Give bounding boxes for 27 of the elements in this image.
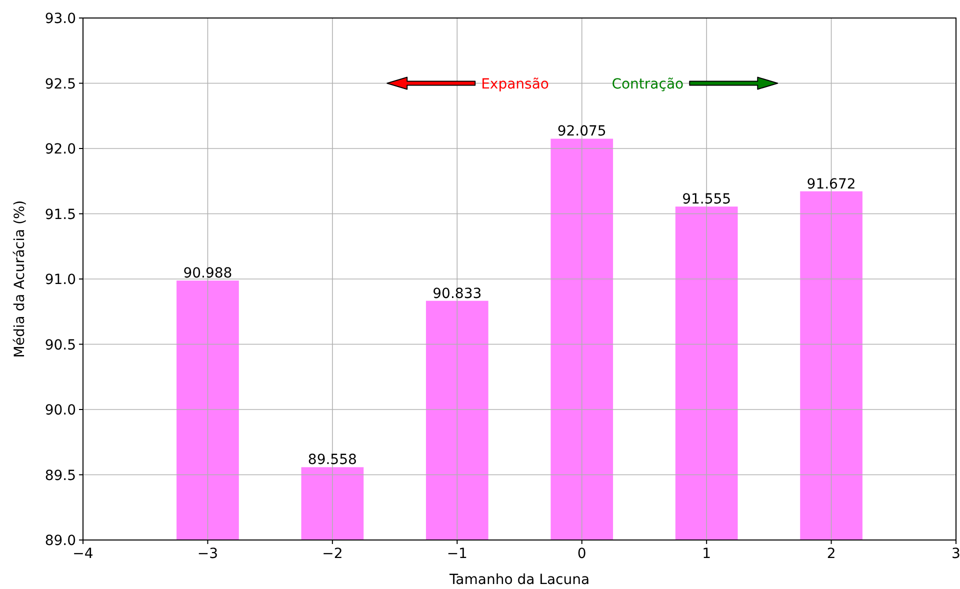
x-tick-label: 1 xyxy=(702,546,712,562)
x-tick-label: −3 xyxy=(197,546,218,562)
x-tick-label: −2 xyxy=(322,546,343,562)
x-tick-label: −4 xyxy=(72,546,94,562)
data-label: 92.075 xyxy=(557,124,606,140)
x-tick-label: 2 xyxy=(826,546,836,562)
y-tick-label: 93.0 xyxy=(44,11,76,27)
y-tick-label: 91.5 xyxy=(44,206,76,223)
annotation: Contração xyxy=(612,76,684,92)
y-tick-label: 91.0 xyxy=(44,272,76,288)
x-tick-label: 0 xyxy=(577,546,586,562)
data-label: 89.558 xyxy=(308,452,357,468)
y-tick-label: 92.5 xyxy=(44,76,76,92)
y-tick-label: 92.0 xyxy=(44,142,76,158)
x-axis-title: Tamanho da Lacuna xyxy=(448,572,590,588)
y-tick-label: 89.5 xyxy=(44,468,76,484)
x-tick-label: −1 xyxy=(446,546,468,562)
y-tick-label: 90.0 xyxy=(44,402,76,418)
y-tick-label: 90.5 xyxy=(44,337,76,354)
data-label: 90.988 xyxy=(183,266,232,282)
y-tick-label: 89.0 xyxy=(44,533,76,549)
data-label: 90.833 xyxy=(432,286,482,302)
data-label: 91.555 xyxy=(682,192,732,208)
x-tick-label: 3 xyxy=(952,546,960,562)
data-label: 91.672 xyxy=(806,176,856,192)
annotation: Expansão xyxy=(481,76,550,92)
y-axis-title: Média da Acurácia (%) xyxy=(12,200,28,358)
